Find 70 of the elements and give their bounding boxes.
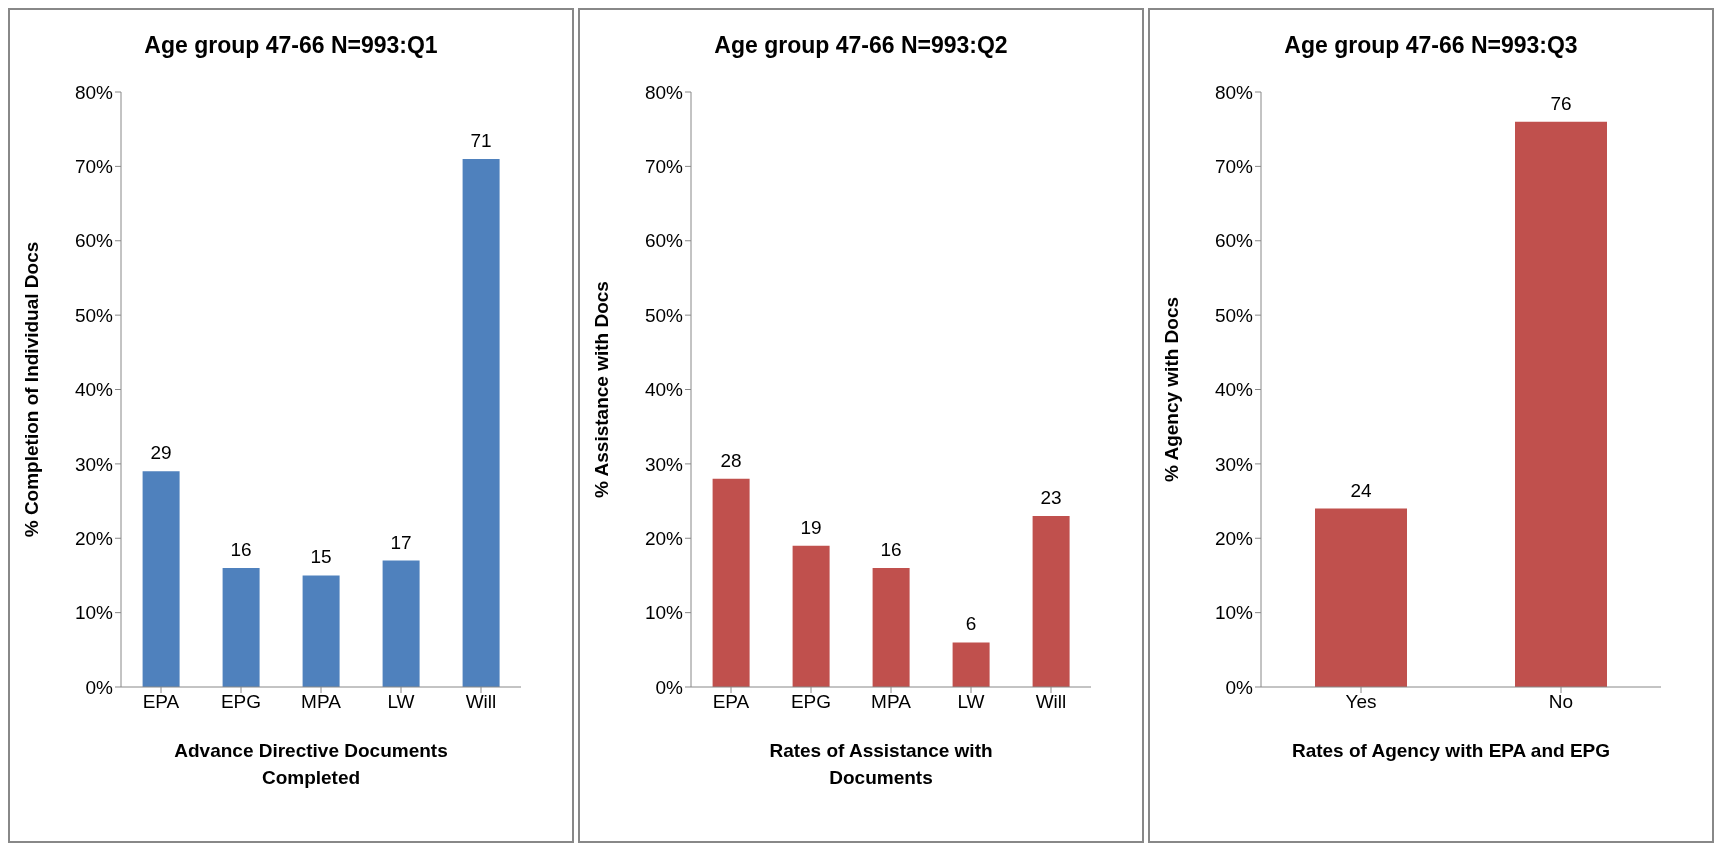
y-tick-label: 20%: [1214, 527, 1254, 549]
bar: [952, 642, 990, 687]
bar: [142, 471, 180, 687]
y-tick-label: 20%: [644, 527, 684, 549]
y-tick-label: 0%: [655, 676, 684, 698]
x-tick-label: EPG: [790, 691, 832, 713]
x-tick-label: No: [1548, 691, 1574, 713]
data-label: 23: [1040, 486, 1062, 508]
y-tick-label: 70%: [1214, 156, 1254, 178]
y-axis-title: % Completion of Individual Docs: [20, 241, 42, 538]
chart-title: Age group 47-66 N=993:Q2: [714, 32, 1008, 60]
y-tick-label: 10%: [74, 602, 114, 624]
bar: [382, 560, 420, 687]
y-tick-label: 40%: [1214, 379, 1254, 401]
y-tick-label: 30%: [644, 453, 684, 475]
bar: [1032, 515, 1070, 687]
bar: [792, 545, 830, 687]
y-axis-title: % Agency with Docs: [1160, 296, 1182, 483]
y-tick-label: 60%: [644, 230, 684, 252]
x-axis-title: Rates of Assistance with Documents: [768, 739, 994, 790]
bar: [462, 158, 500, 687]
y-tick-label: 40%: [644, 379, 684, 401]
y-tick-label: 80%: [1214, 81, 1254, 103]
x-tick-label: EPG: [220, 691, 262, 713]
y-tick-label: 70%: [644, 156, 684, 178]
x-tick-label: Will: [465, 691, 497, 713]
x-tick-label: LW: [387, 691, 415, 713]
bar: [222, 568, 260, 687]
bar: [872, 568, 910, 687]
x-tick-label: EPA: [712, 691, 750, 713]
data-label: 28: [720, 449, 742, 471]
data-label: 29: [150, 442, 172, 464]
bar: [302, 575, 340, 687]
data-label: 17: [390, 531, 412, 553]
x-axis-title: Advance Directive Documents Completed: [173, 739, 449, 790]
y-tick-label: 0%: [85, 676, 114, 698]
y-tick-label: 60%: [1214, 230, 1254, 252]
data-label: 16: [880, 539, 902, 560]
data-label: 15: [310, 546, 332, 568]
x-axis-title: Rates of Agency with EPA and EPG: [1290, 739, 1612, 763]
y-tick-label: 10%: [644, 602, 684, 624]
data-label: 19: [800, 516, 822, 538]
y-tick-label: 20%: [74, 527, 114, 549]
x-tick-label: LW: [957, 691, 985, 713]
data-label: 16: [230, 539, 252, 560]
chart-title: Age group 47-66 N=993:Q3: [1284, 32, 1578, 60]
data-label: 6: [965, 613, 977, 635]
y-tick-label: 40%: [74, 379, 114, 401]
x-tick-label: MPA: [871, 691, 912, 713]
y-tick-label: 60%: [74, 230, 114, 252]
x-tick-label: MPA: [301, 691, 342, 713]
y-tick-label: 0%: [1225, 676, 1254, 698]
y-tick-label: 30%: [1214, 453, 1254, 475]
y-tick-label: 80%: [644, 81, 684, 103]
x-tick-label: EPA: [142, 691, 180, 713]
y-tick-label: 50%: [74, 304, 114, 326]
x-tick-label: Will: [1035, 691, 1067, 713]
bar: [712, 478, 750, 687]
data-label: 76: [1550, 92, 1572, 114]
y-axis-title: % Assistance with Docs: [590, 281, 612, 498]
y-tick-label: 70%: [74, 156, 114, 178]
y-tick-label: 10%: [1214, 602, 1254, 624]
chart-title: Age group 47-66 N=993:Q1: [144, 32, 438, 60]
y-tick-label: 30%: [74, 453, 114, 475]
data-label: 71: [470, 129, 492, 151]
x-tick-label: Yes: [1345, 691, 1377, 713]
y-tick-label: 50%: [644, 304, 684, 326]
y-tick-label: 80%: [74, 81, 114, 103]
y-tick-label: 50%: [1214, 304, 1254, 326]
data-label: 24: [1350, 479, 1372, 501]
